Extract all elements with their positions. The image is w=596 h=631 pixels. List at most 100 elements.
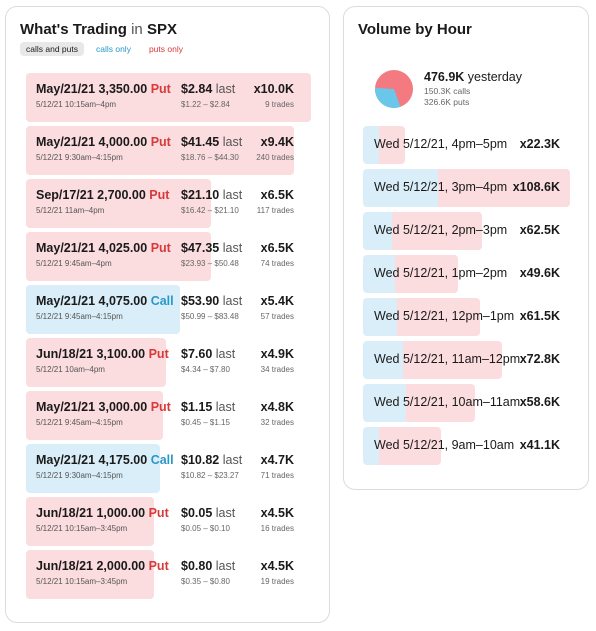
hour-volume-bar — [363, 341, 502, 379]
trade-multiplier: x4.8K — [260, 400, 294, 414]
trade-multiplier: x6.5K — [260, 188, 294, 202]
trade-multiplier: x10.0K — [253, 82, 294, 96]
trade-last-label: last — [215, 400, 236, 414]
filter-puts-only[interactable]: puts only — [148, 44, 183, 54]
trade-time: 5/12/21 9:45am–4:15pm — [36, 418, 123, 427]
trade-count: 19 trades — [260, 577, 294, 586]
hour-row[interactable]: Wed 5/12/21, 11am–12pm x72.8K — [363, 341, 570, 379]
hour-volume-bar — [363, 384, 475, 422]
trade-count: 71 trades — [260, 471, 294, 480]
filter-group: calls and puts calls only puts only — [20, 42, 189, 56]
hour-calls-segment — [363, 212, 392, 250]
volume-calls: 150.3K calls — [424, 86, 471, 96]
hour-row[interactable]: Wed 5/12/21, 3pm–4pm x108.6K — [363, 169, 570, 207]
hour-row[interactable]: Wed 5/12/21, 2pm–3pm x62.5K — [363, 212, 570, 250]
hour-volume-bar — [363, 255, 458, 293]
trade-last-label: last — [222, 453, 243, 467]
hour-row[interactable]: Wed 5/12/21, 12pm–1pm x61.5K — [363, 298, 570, 336]
calls-puts-pie-chart — [374, 70, 413, 109]
trade-count: 74 trades — [260, 259, 294, 268]
trade-type: Put — [150, 82, 171, 96]
trade-price-range: $4.34 – $7.80 — [181, 365, 230, 374]
trade-last-label: last — [215, 506, 236, 520]
trade-volume-bar — [26, 338, 166, 387]
trade-volume-bar — [26, 179, 211, 228]
volume-total: 476.9K — [424, 70, 465, 84]
trade-multiplier: x4.5K — [260, 559, 294, 573]
trade-last-label: last — [215, 347, 236, 361]
hour-label: Wed 5/12/21, 4pm–5pm — [374, 137, 508, 151]
trade-price: $41.45 last — [181, 135, 242, 149]
hour-row[interactable]: Wed 5/12/21, 9am–10am x41.1K — [363, 427, 570, 465]
trade-volume-bar — [26, 497, 154, 546]
trade-last-price: $0.05 — [181, 506, 213, 520]
trade-time: 5/12/21 11am–4pm — [36, 206, 105, 215]
hour-label: Wed 5/12/21, 10am–11am — [374, 395, 521, 409]
hour-row[interactable]: Wed 5/12/21, 4pm–5pm x22.3K — [363, 126, 570, 164]
trade-last-label: last — [222, 294, 243, 308]
trade-multiplier: x4.9K — [260, 347, 294, 361]
trade-last-price: $53.90 — [181, 294, 220, 308]
filter-calls-only[interactable]: calls only — [95, 44, 131, 54]
trade-row[interactable]: May/21/21 3,350.00 Put 5/12/21 10:15am–4p… — [26, 73, 311, 122]
trade-row[interactable]: Sep/17/21 2,700.00 Put 5/12/21 11am–4pm $2… — [26, 179, 311, 228]
trade-contract-label: May/21/21 3,350.00 — [36, 82, 148, 96]
trade-row[interactable]: May/21/21 4,075.00 Call 5/12/21 9:45am–4:… — [26, 285, 311, 334]
hour-multiplier: x72.8K — [519, 352, 560, 366]
hour-calls-segment — [363, 255, 395, 293]
trade-row[interactable]: Jun/18/21 3,100.00 Put 5/12/21 10am–4pm $7… — [26, 338, 311, 387]
volume-total-suffix: yesterday — [467, 70, 522, 84]
volume-summary: 476.9K yesterday — [424, 70, 522, 84]
hour-label: Wed 5/12/21, 12pm–1pm — [374, 309, 515, 323]
trade-row[interactable]: May/21/21 4,025.00 Put 5/12/21 9:45am–4pm… — [26, 232, 311, 281]
trade-contract: May/21/21 3,000.00 Put — [36, 400, 171, 414]
trade-volume-bar — [26, 285, 180, 334]
trade-type: Put — [150, 400, 171, 414]
trade-contract-label: Jun/18/21 2,000.00 — [36, 559, 146, 573]
trade-contract: May/21/21 4,000.00 Put — [36, 135, 171, 149]
hour-calls-segment — [363, 126, 379, 164]
hour-puts-segment — [392, 212, 482, 250]
hour-label: Wed 5/12/21, 3pm–4pm — [374, 180, 508, 194]
trade-type: Call — [150, 453, 174, 467]
hour-puts-segment — [395, 255, 458, 293]
trade-price: $47.35 last — [181, 241, 242, 255]
trade-price-range: $1.22 – $2.84 — [181, 100, 230, 109]
trading-symbol[interactable]: SPX — [146, 21, 177, 38]
trade-count: 57 trades — [260, 312, 294, 321]
trade-last-price: $7.60 — [181, 347, 213, 361]
trade-volume-bar — [26, 550, 154, 599]
trade-price: $0.80 last — [181, 559, 235, 573]
hour-puts-segment — [438, 169, 570, 207]
trade-time: 5/12/21 10:15am–4pm — [36, 100, 117, 109]
trade-multiplier: x9.4K — [260, 135, 294, 149]
hour-row[interactable]: Wed 5/12/21, 10am–11am x58.6K — [363, 384, 570, 422]
trade-type: Put — [148, 506, 169, 520]
whats-trading-card: What's Trading in SPX calls and puts cal… — [5, 6, 330, 623]
hour-volume-bar — [363, 212, 482, 250]
trade-contract: May/21/21 3,350.00 Put — [36, 82, 171, 96]
hour-multiplier: x22.3K — [519, 137, 560, 151]
hour-row[interactable]: Wed 5/12/21, 1pm–2pm x49.6K — [363, 255, 570, 293]
trade-contract-label: Jun/18/21 1,000.00 — [36, 506, 146, 520]
filter-calls-and-puts[interactable]: calls and puts — [20, 42, 84, 56]
trade-price-range: $10.82 – $23.27 — [181, 471, 239, 480]
trade-last-price: $0.80 — [181, 559, 213, 573]
trade-row[interactable]: May/21/21 3,000.00 Put 5/12/21 9:45am–4:1… — [26, 391, 311, 440]
trade-last-price: $21.10 — [181, 188, 220, 202]
trade-type: Call — [150, 294, 174, 308]
trade-volume-bar — [26, 391, 163, 440]
trade-last-price: $2.84 — [181, 82, 213, 96]
hour-volume-bar — [363, 126, 405, 164]
trade-count: 32 trades — [260, 418, 294, 427]
trade-last-label: last — [222, 135, 243, 149]
trade-price-range: $0.05 – $0.10 — [181, 524, 230, 533]
trade-contract-label: Jun/18/21 3,100.00 — [36, 347, 146, 361]
trade-row[interactable]: Jun/18/21 2,000.00 Put 5/12/21 10:15am–3:… — [26, 550, 311, 599]
trade-row[interactable]: Jun/18/21 1,000.00 Put 5/12/21 10:15am–3:… — [26, 497, 311, 546]
trade-price: $0.05 last — [181, 506, 235, 520]
trade-price-range: $16.42 – $21.10 — [181, 206, 239, 215]
trade-multiplier: x4.5K — [260, 506, 294, 520]
trade-row[interactable]: May/21/21 4,000.00 Put 5/12/21 9:30am–4:1… — [26, 126, 311, 175]
trade-row[interactable]: May/21/21 4,175.00 Call 5/12/21 9:30am–4:… — [26, 444, 311, 493]
